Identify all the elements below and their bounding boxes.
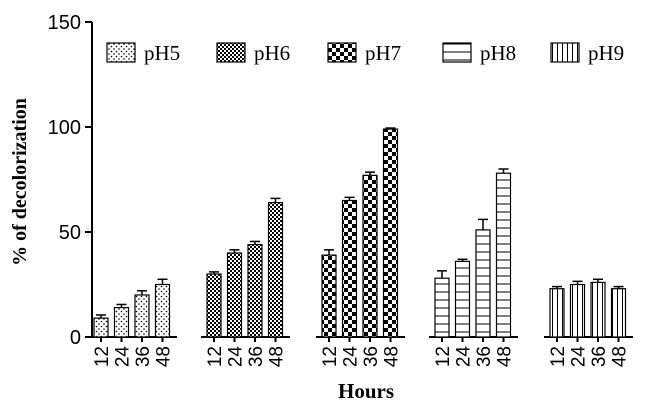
x-tick-label: 24 xyxy=(341,346,362,368)
legend-swatch-ph7 xyxy=(327,42,357,63)
x-tick-label: 48 xyxy=(267,346,288,367)
x-axis-label: Hours xyxy=(338,379,394,403)
bar-ph8-12 xyxy=(434,277,450,338)
x-tick-label: 24 xyxy=(454,346,475,368)
legend-label-ph5: pH5 xyxy=(144,41,180,65)
y-tick-label: 150 xyxy=(48,12,81,34)
bar-ph9-24 xyxy=(569,283,586,338)
bar-ph8-24 xyxy=(454,260,471,338)
y-axis-label: % of decolorization xyxy=(9,98,31,266)
y-tick-label: 0 xyxy=(70,327,81,349)
bar-ph5-12 xyxy=(93,317,109,338)
bar-ph6-36 xyxy=(247,244,263,338)
x-tick-label: 36 xyxy=(589,346,610,367)
bar-ph6-12 xyxy=(206,273,222,338)
bar-ph7-48 xyxy=(382,128,399,338)
legend-swatch-ph5 xyxy=(106,42,136,63)
y-tick-label: 50 xyxy=(59,222,81,244)
bars xyxy=(93,127,627,338)
bar-ph7-36 xyxy=(362,174,378,338)
x-tick-label: 48 xyxy=(495,346,516,367)
legend-swatch-ph6 xyxy=(216,42,246,63)
bar-ph7-12 xyxy=(321,254,337,338)
x-tick-label: 48 xyxy=(610,346,631,367)
bar-ph9-12 xyxy=(549,288,565,338)
bar-ph6-48 xyxy=(267,202,284,338)
legend-label-ph7: pH7 xyxy=(365,41,401,65)
legend-swatch-ph9 xyxy=(550,42,580,63)
x-tick-label: 36 xyxy=(361,346,382,367)
x-tick-label: 48 xyxy=(382,346,403,367)
bar-ph9-36 xyxy=(590,281,606,338)
legend: pH5 pH6 pH7 pH8 pH9 xyxy=(106,41,624,65)
x-tick-label: 12 xyxy=(205,346,226,367)
bar-ph5-24 xyxy=(113,307,130,338)
y-tick-label: 100 xyxy=(48,117,81,139)
x-tick-label: 36 xyxy=(133,346,154,367)
x-tick-label: 12 xyxy=(548,346,569,367)
x-tick-label: 24 xyxy=(226,346,247,368)
legend-swatch-ph8 xyxy=(442,42,472,63)
x-tick-label: 24 xyxy=(113,346,134,368)
x-tick-label: 48 xyxy=(154,346,175,367)
x-tick-label: 12 xyxy=(433,346,454,367)
bar-ph5-36 xyxy=(134,294,150,338)
x-tick-label: 12 xyxy=(320,346,341,367)
legend-label-ph6: pH6 xyxy=(254,41,290,65)
bar-ph8-48 xyxy=(495,172,512,338)
bar-ph7-24 xyxy=(341,199,358,338)
x-tick-label: 36 xyxy=(474,346,495,367)
x-tick-label: 24 xyxy=(569,346,590,368)
bar-ph8-36 xyxy=(475,229,491,338)
bar-ph5-48 xyxy=(154,283,171,338)
x-tick-label: 36 xyxy=(246,346,267,367)
bar-ph9-48 xyxy=(610,288,627,338)
legend-label-ph9: pH9 xyxy=(588,41,624,65)
legend-label-ph8: pH8 xyxy=(480,41,516,65)
bar-ph6-24 xyxy=(226,252,243,338)
x-tick-label: 12 xyxy=(92,346,113,367)
